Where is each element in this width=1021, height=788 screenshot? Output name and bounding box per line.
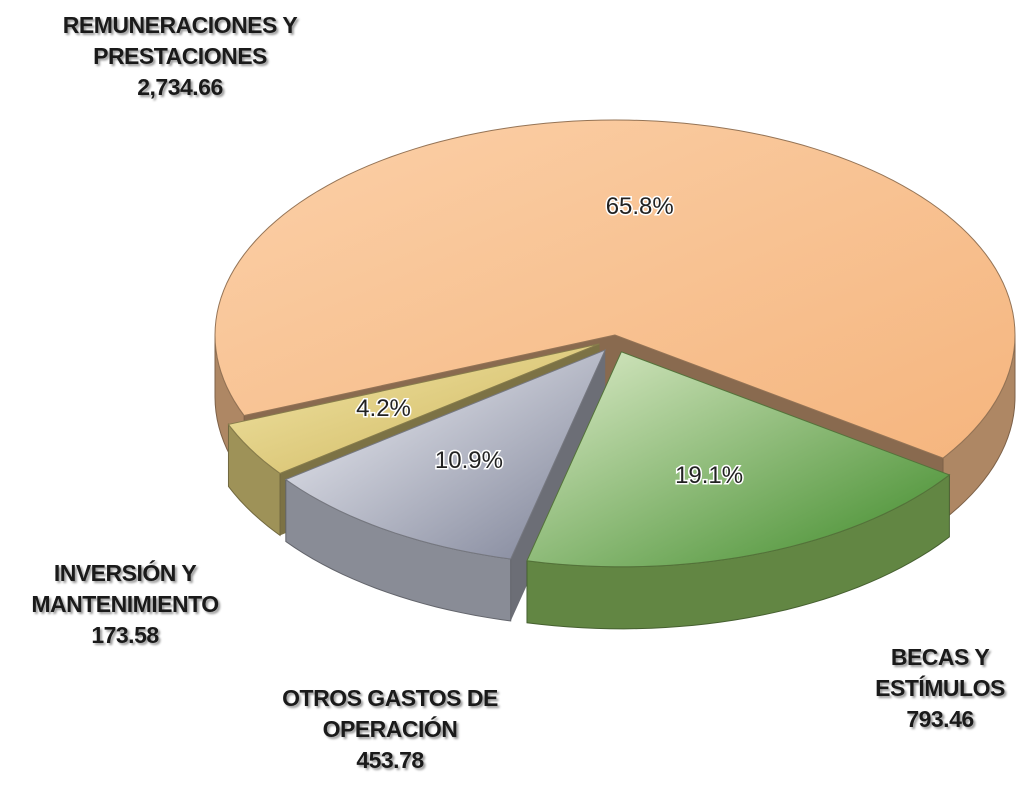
value-label: 173.58 bbox=[91, 622, 159, 648]
category-name: BECAS Y ESTÍMULOS bbox=[875, 644, 1005, 701]
value-label: 793.46 bbox=[906, 706, 974, 732]
category-label: OTROS GASTOS DE OPERACIÓN 453.78 bbox=[255, 683, 525, 776]
category-label: INVERSIÓN Y MANTENIMIENTO 173.58 bbox=[10, 558, 240, 651]
slice bbox=[214, 119, 1016, 459]
value-label: 453.78 bbox=[356, 747, 424, 773]
category-label: BECAS Y ESTÍMULOS 793.46 bbox=[845, 642, 1021, 735]
category-name: OTROS GASTOS DE OPERACIÓN bbox=[282, 685, 498, 742]
category-name: REMUNERACIONES Y PRESTACIONES bbox=[62, 12, 298, 69]
category-label: REMUNERACIONES Y PRESTACIONES 2,734.66 bbox=[50, 10, 310, 103]
percentage-label: 65.8% bbox=[606, 193, 674, 220]
slice bbox=[526, 351, 951, 568]
percentage-label: 4.2% bbox=[356, 395, 411, 422]
percentage-label: 10.9% bbox=[435, 447, 503, 474]
slice bbox=[284, 349, 607, 560]
slice bbox=[227, 343, 600, 474]
value-label: 2,734.66 bbox=[137, 74, 223, 100]
category-name: INVERSIÓN Y MANTENIMIENTO bbox=[31, 560, 219, 617]
percentage-label: 19.1% bbox=[675, 462, 743, 489]
